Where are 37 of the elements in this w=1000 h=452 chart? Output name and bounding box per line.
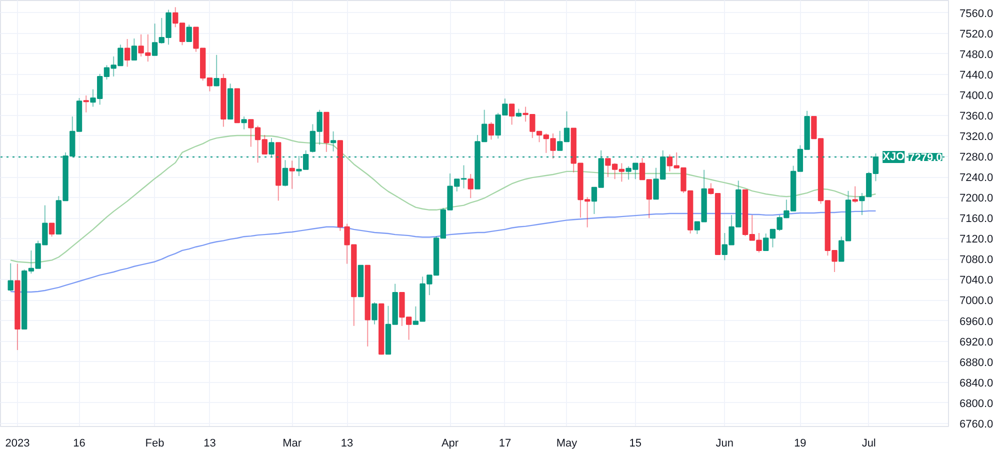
ref-line-label: XJO [882,151,906,164]
y-tick-label: 7120.0 [960,234,994,246]
y-tick-label: 7200.0 [960,192,994,205]
x-tick-label: Jul [862,438,876,450]
x-tick-label: Mar [282,438,302,450]
y-tick-label: 6760.0 [960,418,994,430]
y-tick-label: 7520.0 [960,28,994,40]
y-tick-label: 7040.0 [960,274,994,287]
y-tick-label: 7320.0 [960,131,994,143]
y-tick-label: 7080.0 [960,254,994,266]
x-tick-label: 13 [204,438,216,450]
x-tick-label: 16 [73,438,86,450]
y-tick-label: 7280.0 [960,152,994,164]
x-tick-label: 13 [340,438,354,450]
x-tick-label: Apr [441,438,459,450]
x-tick-label: May [556,438,578,450]
x-tick-label: Feb [145,438,164,450]
y-tick-label: 7400.0 [960,90,994,102]
y-tick-label: 6920.0 [960,336,994,348]
y-tick-label: 6880.0 [960,356,994,369]
y-tick-label: 7440.0 [960,69,994,82]
x-tick-label: 19 [794,438,806,450]
y-tick-label: 6800.0 [960,398,994,410]
y-tick-label: 7360.0 [960,110,994,122]
y-tick-label: 7000.0 [960,295,994,308]
y-tick-label: 7560.0 [960,8,994,20]
line-series [10,210,876,293]
x-tick-label: 17 [498,438,512,450]
y-tick-label: 7480.0 [960,48,994,61]
x-tick-label: Jun [716,438,734,450]
y-tick-label: 7240.0 [960,172,994,184]
y-tick-label: 6840.0 [960,377,994,390]
annotation: 7279.0 [908,152,942,164]
y-tick-label: 7160.0 [960,213,994,226]
x-tick-label: 2023 [5,438,30,450]
x-tick-label: 15 [629,438,642,450]
y-tick-label: 6960.0 [960,316,994,328]
